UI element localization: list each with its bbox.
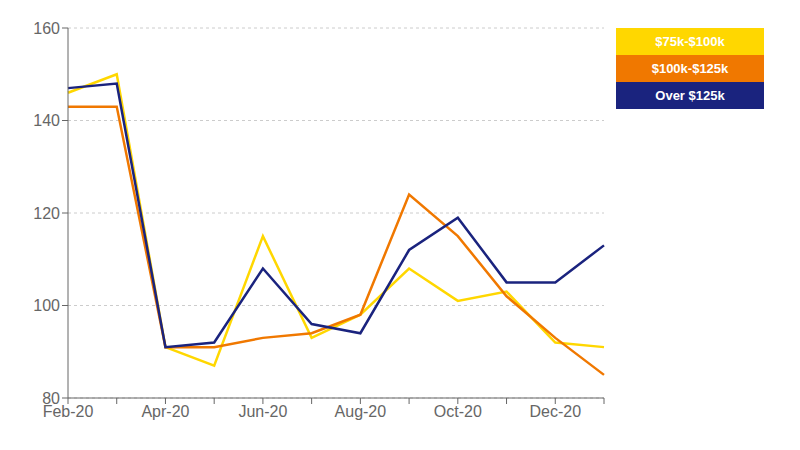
svg-text:Jun-20: Jun-20 [238,403,287,420]
html-text:$100k-$125k: $100k-$125k [651,61,729,76]
html-text:$75k-$100k: $75k-$100k [655,34,725,49]
svg-text:Apr-20: Apr-20 [141,403,189,420]
svg-text:140: 140 [33,112,60,129]
html-text:Over $125k: Over $125k [655,88,725,103]
svg-text:100: 100 [33,297,60,314]
svg-text:Dec-20: Dec-20 [529,403,581,420]
svg-text:120: 120 [33,205,60,222]
svg-text:160: 160 [33,20,60,37]
svg-text:Aug-20: Aug-20 [335,403,387,420]
svg-text:80: 80 [42,390,60,407]
svg-text:Oct-20: Oct-20 [434,403,482,420]
svg-text:Feb-20: Feb-20 [42,403,94,421]
